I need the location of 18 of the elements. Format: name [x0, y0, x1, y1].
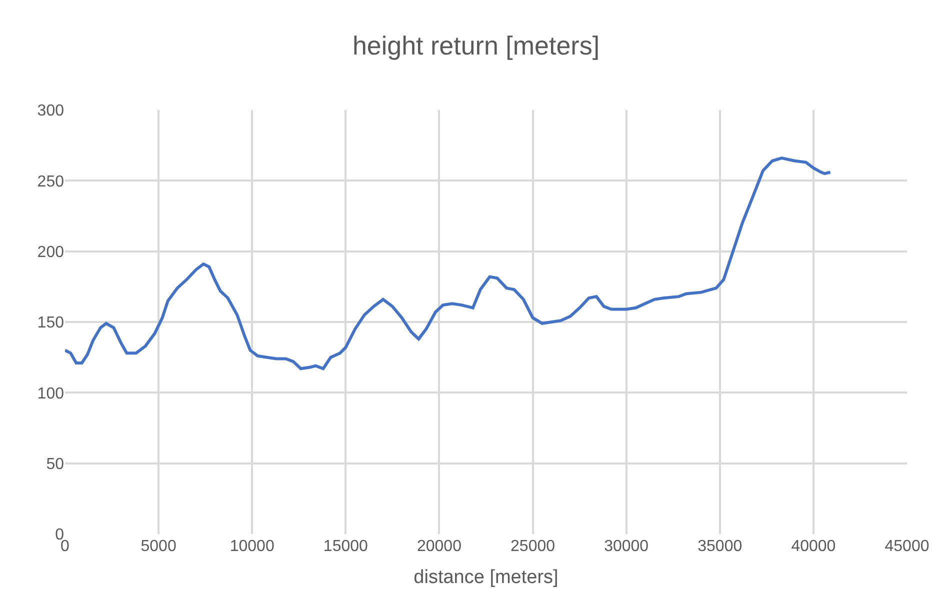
x-tick-label: 40000: [791, 538, 836, 555]
y-tick-label: 100: [37, 385, 64, 402]
line-series: [65, 156, 832, 370]
x-tick-label: 25000: [510, 538, 556, 555]
y-tick-label: 250: [37, 173, 64, 190]
x-axis-title: distance [meters]: [414, 566, 558, 588]
x-tick-label: 20000: [416, 538, 462, 555]
x-tick-label: 5000: [140, 538, 176, 555]
chart-title: height return [meters]: [352, 30, 600, 60]
x-tick-label: 15000: [323, 538, 368, 555]
x-tick-label: 30000: [604, 538, 649, 555]
y-tick-label: 150: [37, 314, 64, 332]
y-tick-label: 300: [37, 102, 64, 120]
x-tick-label: 45000: [884, 538, 930, 555]
y-tick-label: 50: [46, 456, 64, 473]
x-tick-label: 35000: [698, 538, 742, 555]
y-tick-label: 200: [37, 244, 64, 261]
x-tick-label: 10000: [230, 538, 274, 555]
